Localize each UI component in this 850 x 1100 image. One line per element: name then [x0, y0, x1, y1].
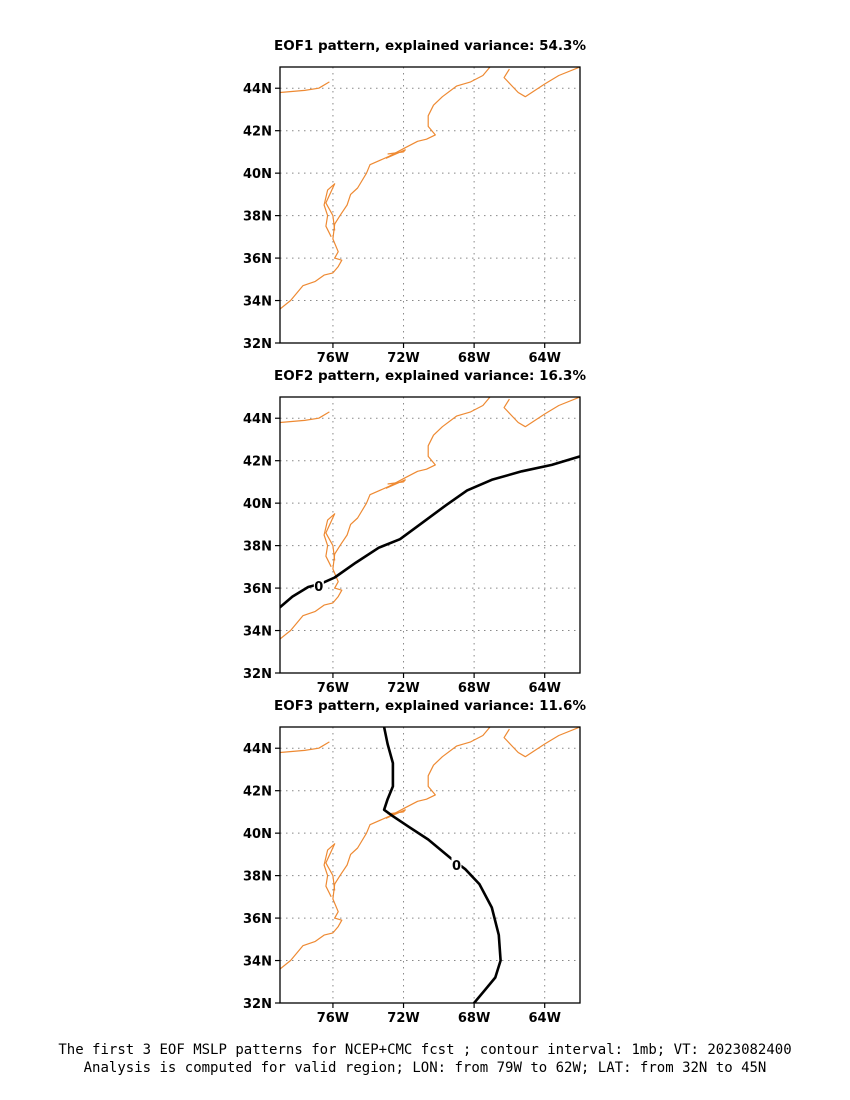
x-tick-label: 76W [317, 351, 349, 366]
x-tick-label: 76W [317, 681, 349, 696]
coastline-segment [323, 513, 336, 568]
x-tick-label: 64W [528, 1011, 560, 1026]
x-tick-label: 72W [387, 1011, 419, 1026]
y-tick-label: 36N [243, 252, 272, 267]
coastline-segment [503, 397, 580, 428]
contour-line-zero [382, 727, 502, 1003]
y-tick-label: 34N [243, 955, 272, 970]
y-tick-label: 38N [243, 540, 272, 555]
grid-lines [280, 67, 580, 343]
coastline-segment [385, 479, 406, 489]
panel-title: EOF3 pattern, explained variance: 11.6% [274, 698, 586, 714]
y-tick-label: 32N [243, 997, 272, 1012]
eof-panel-1: EOF1 pattern, explained variance: 54.3% 3… [243, 38, 586, 366]
contour-label-bg [451, 857, 462, 873]
y-tick-label: 44N [243, 82, 272, 97]
y-tick-label: 38N [243, 210, 272, 225]
y-tick-label: 42N [243, 455, 272, 470]
coastline-segment [280, 67, 491, 310]
coastline-segment [280, 397, 491, 640]
coastline-segment [280, 741, 330, 754]
y-tick-label: 40N [243, 827, 272, 842]
x-tick-label: 68W [458, 681, 490, 696]
y-tick-label: 44N [243, 742, 272, 757]
eof-panel-2: EOF2 pattern, explained variance: 16.3% 0… [243, 368, 586, 696]
y-tick-label: 38N [243, 870, 272, 885]
grid-lines [280, 727, 580, 1003]
x-tick-label: 68W [458, 351, 490, 366]
coastline [280, 727, 580, 970]
contours: 0 [382, 727, 502, 1003]
y-tick-label: 42N [243, 125, 272, 140]
coastline [280, 67, 580, 310]
contour-label: 0 [314, 580, 323, 595]
coastline-segment [323, 183, 336, 238]
panel-title: EOF2 pattern, explained variance: 16.3% [274, 368, 586, 384]
contour-line-zero [280, 455, 580, 609]
coastline-segment [503, 67, 580, 98]
coastline-segment [385, 809, 406, 819]
y-tick-label: 36N [243, 912, 272, 927]
y-tick-label: 34N [243, 625, 272, 640]
y-tick-label: 44N [243, 412, 272, 427]
y-tick-label: 34N [243, 295, 272, 310]
y-tick-label: 36N [243, 582, 272, 597]
coastline-segment [503, 727, 580, 758]
x-tick-label: 68W [458, 1011, 490, 1026]
coastline [280, 397, 580, 640]
x-tick-label: 72W [387, 681, 419, 696]
y-tick-label: 32N [243, 667, 272, 682]
y-tick-label: 32N [243, 337, 272, 352]
x-tick-label: 72W [387, 351, 419, 366]
x-tick-label: 64W [528, 681, 560, 696]
coastline-segment [385, 149, 406, 159]
contour-label: 0 [452, 859, 461, 874]
caption-line-2: Analysis is computed for valid region; L… [83, 1060, 767, 1076]
x-tick-label: 76W [317, 1011, 349, 1026]
coastline-segment [280, 727, 491, 970]
tick-marks [275, 417, 546, 678]
tick-marks [275, 747, 546, 1008]
y-tick-label: 40N [243, 167, 272, 182]
panel-frame [279, 66, 581, 344]
panel-frame [279, 726, 581, 1004]
contours: 0 [280, 455, 580, 609]
tick-marks [275, 87, 546, 348]
coastline-segment [280, 411, 330, 424]
panel-frame [279, 396, 581, 674]
x-tick-label: 64W [528, 351, 560, 366]
grid-lines [280, 397, 580, 673]
panel-title: EOF1 pattern, explained variance: 54.3% [274, 38, 586, 54]
eof-panel-3: EOF3 pattern, explained variance: 11.6% 0… [243, 698, 586, 1026]
y-tick-label: 40N [243, 497, 272, 512]
caption-line-1: The first 3 EOF MSLP patterns for NCEP+C… [58, 1042, 792, 1058]
contour-label-bg [313, 577, 324, 594]
coastline-segment [280, 81, 330, 94]
y-tick-label: 42N [243, 785, 272, 800]
coastline-segment [323, 843, 336, 898]
